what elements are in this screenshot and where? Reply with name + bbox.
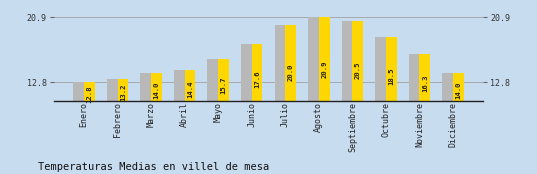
Bar xyxy=(207,59,218,174)
Text: 16.3: 16.3 xyxy=(422,74,428,92)
Bar xyxy=(107,79,118,174)
Bar xyxy=(308,17,319,174)
Bar xyxy=(419,54,430,174)
Text: 14.4: 14.4 xyxy=(187,80,193,98)
Text: 20.5: 20.5 xyxy=(355,62,361,79)
Bar xyxy=(73,82,84,174)
Bar xyxy=(185,70,195,174)
Bar xyxy=(342,21,352,174)
Bar xyxy=(118,79,128,174)
Text: 15.7: 15.7 xyxy=(221,76,227,94)
Bar xyxy=(84,82,95,174)
Bar xyxy=(218,59,229,174)
Bar xyxy=(151,73,162,174)
Bar xyxy=(319,17,330,174)
Text: Temperaturas Medias en villel de mesa: Temperaturas Medias en villel de mesa xyxy=(38,162,269,172)
Bar xyxy=(386,37,397,174)
Bar xyxy=(352,21,363,174)
Bar xyxy=(174,70,185,174)
Bar xyxy=(241,44,252,174)
Bar xyxy=(252,44,263,174)
Text: 20.9: 20.9 xyxy=(321,60,327,78)
Bar xyxy=(453,73,464,174)
Text: 14.0: 14.0 xyxy=(455,81,461,99)
Text: 18.5: 18.5 xyxy=(388,68,394,85)
Text: 14.0: 14.0 xyxy=(154,81,159,99)
Bar xyxy=(140,73,151,174)
Text: 13.2: 13.2 xyxy=(120,84,126,101)
Bar xyxy=(442,73,453,174)
Bar xyxy=(375,37,386,174)
Bar xyxy=(285,25,296,174)
Bar xyxy=(409,54,419,174)
Bar xyxy=(274,25,285,174)
Text: 12.8: 12.8 xyxy=(86,85,92,103)
Text: 20.0: 20.0 xyxy=(288,63,294,81)
Text: 17.6: 17.6 xyxy=(254,70,260,88)
